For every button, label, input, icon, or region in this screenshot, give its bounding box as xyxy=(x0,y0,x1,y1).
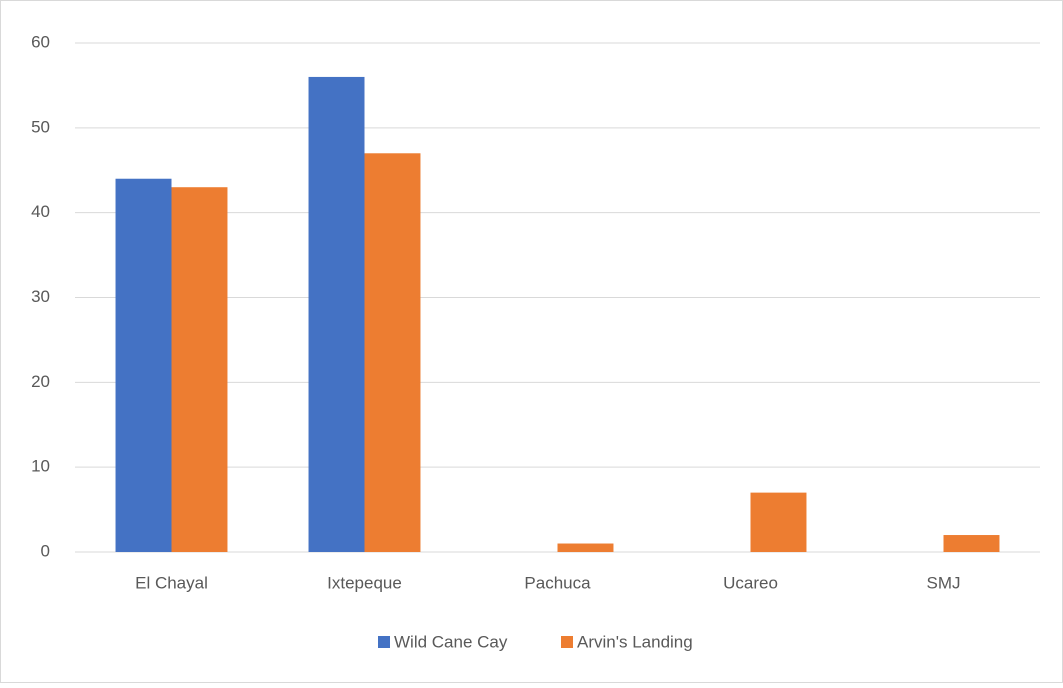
bar xyxy=(750,492,807,552)
y-tick-label: 0 xyxy=(41,541,50,560)
bar xyxy=(308,76,365,552)
y-tick-label: 20 xyxy=(31,372,50,391)
x-tick-label: El Chayal xyxy=(135,573,208,592)
y-tick-label: 10 xyxy=(31,457,50,476)
x-tick-label: Pachuca xyxy=(524,573,591,592)
y-tick-label: 40 xyxy=(31,202,50,221)
x-tick-label: Ucareo xyxy=(723,573,778,592)
x-tick-label: Ixtepeque xyxy=(327,573,402,592)
bar xyxy=(364,153,421,553)
y-tick-label: 30 xyxy=(31,287,50,306)
bar xyxy=(171,187,228,552)
bar xyxy=(943,535,1000,552)
bar xyxy=(115,178,172,552)
legend-label: Arvin's Landing xyxy=(577,632,693,651)
bar xyxy=(557,543,614,552)
y-tick-label: 60 xyxy=(31,32,50,51)
x-tick-label: SMJ xyxy=(927,573,961,592)
legend-swatch xyxy=(561,636,573,648)
legend-swatch xyxy=(378,636,390,648)
y-tick-label: 50 xyxy=(31,117,50,136)
legend-label: Wild Cane Cay xyxy=(394,632,508,651)
